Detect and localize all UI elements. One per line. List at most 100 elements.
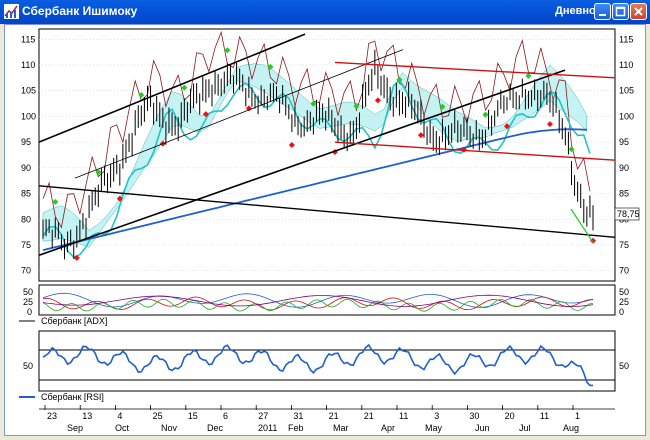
sell-signal-marker <box>288 142 295 149</box>
price-tick-right: 115 <box>619 34 633 44</box>
sell-signal-marker <box>116 195 123 202</box>
day-tick-label: 3 <box>434 411 439 421</box>
sell-signal-marker <box>546 121 553 128</box>
sell-signal-marker <box>331 149 338 156</box>
price-tick-right: 70 <box>619 266 629 276</box>
month-label: Apr <box>381 423 395 433</box>
price-tick-left: 115 <box>21 34 35 44</box>
price-tick-right: 75 <box>619 240 629 250</box>
month-label: Jun <box>475 423 490 433</box>
maximize-button[interactable] <box>612 3 629 20</box>
adx-tick-50-right: 50 <box>619 287 629 297</box>
rsi-panel[interactable] <box>38 330 616 392</box>
adx-series-line <box>42 296 594 311</box>
day-tick-label: 25 <box>153 411 163 421</box>
price-tick-right: 105 <box>619 86 634 96</box>
adx-tick-25-right: 25 <box>619 297 629 307</box>
price-tick-left: 75 <box>21 240 31 250</box>
price-tick-right: 95 <box>619 137 629 147</box>
adx-panel[interactable] <box>38 284 616 316</box>
price-grid <box>39 39 615 271</box>
sell-signal-marker <box>73 254 80 261</box>
buy-signal-marker <box>138 91 145 98</box>
sell-signal-marker <box>503 123 510 130</box>
short-trend-line <box>570 208 594 243</box>
ma-long-line <box>42 128 587 251</box>
price-tick-right: 110 <box>619 60 633 70</box>
resistance-lower-line <box>334 141 616 161</box>
channel-upper-line <box>38 33 306 143</box>
chart-app-icon <box>4 4 19 19</box>
adx-tick-25-left: 25 <box>23 297 33 307</box>
day-tick-label: 15 <box>188 411 198 421</box>
buy-signal-marker <box>95 169 102 176</box>
close-button[interactable] <box>630 3 647 20</box>
price-tick-left: 110 <box>21 60 35 70</box>
rsi-label: Сбербанк [RSI] <box>41 392 104 402</box>
month-label: 2011 <box>258 423 277 433</box>
last-price-box <box>614 207 640 221</box>
buy-signal-marker <box>525 72 532 79</box>
price-tick-right: 90 <box>619 163 629 173</box>
month-label: Nov <box>161 423 178 433</box>
adx-series-line <box>42 292 594 308</box>
day-tick-label: 6 <box>223 411 228 421</box>
ma-mid-line <box>42 78 591 259</box>
adx-lines <box>42 292 594 312</box>
buy-signal-marker <box>181 84 188 91</box>
buy-signal-marker <box>224 47 231 54</box>
rsi-series-line <box>42 343 593 387</box>
month-label: Aug <box>563 423 579 433</box>
buy-signal-marker <box>396 76 403 83</box>
adx-label: Сбербанк [ADX] <box>41 316 107 326</box>
price-tick-left: 80 <box>21 214 31 224</box>
last-price-label: 78,75 <box>617 209 640 219</box>
month-label: May <box>425 423 443 433</box>
rsi-tick-left: 50 <box>23 361 33 371</box>
window-title: Сбербанк Ишимоку <box>22 4 138 18</box>
price-tick-right: 85 <box>619 189 629 199</box>
price-bars <box>42 49 594 260</box>
channel-lower-line <box>38 69 566 257</box>
title-bar: Сбербанк Ишимоку Дневной <box>0 0 650 24</box>
buy-signal-marker <box>439 103 446 110</box>
rsi-tick-right: 50 <box>619 361 629 371</box>
adx-tick-50-left: 50 <box>23 287 33 297</box>
adx-tick-0-left: 0 <box>27 307 32 317</box>
month-label: Mar <box>333 423 349 433</box>
buy-signal-marker <box>482 111 489 118</box>
price-tick-left: 90 <box>21 163 31 173</box>
rsi-line <box>42 343 593 387</box>
month-label: Feb <box>288 423 304 433</box>
minimize-button[interactable] <box>594 3 611 20</box>
sell-signal-marker <box>202 111 209 118</box>
day-tick-label: 23 <box>47 411 57 421</box>
day-tick-label: 4 <box>117 411 122 421</box>
resistance-upper-line <box>334 61 616 79</box>
day-tick-label: 27 <box>258 411 268 421</box>
price-tick-right: 100 <box>619 111 634 121</box>
support-line <box>38 185 616 238</box>
adx-series-line <box>42 294 594 307</box>
buy-signal-marker <box>52 198 59 205</box>
chart-window-client: 115 110 105 100 95 90 85 80 75 70 115 110 105 100 95 9… <box>4 24 646 436</box>
day-tick-label: 30 <box>469 411 479 421</box>
month-label: Jul <box>519 423 531 433</box>
day-tick-label: 21 <box>329 411 339 421</box>
adx-series-line <box>42 298 594 312</box>
buy-signal-marker <box>267 63 274 70</box>
day-tick-label: 1 <box>575 411 580 421</box>
buy-signal-marker <box>353 103 360 110</box>
timeframe-label: Дневной <box>555 5 603 17</box>
channel-mid-line <box>74 49 404 179</box>
day-tick-label: 31 <box>293 411 303 421</box>
sell-signal-marker <box>374 97 381 104</box>
price-tick-left: 95 <box>21 137 31 147</box>
day-tick-label: 21 <box>364 411 374 421</box>
day-tick-label: 11 <box>540 411 549 421</box>
price-tick-left: 100 <box>21 111 36 121</box>
day-tick-label: 11 <box>399 411 408 421</box>
